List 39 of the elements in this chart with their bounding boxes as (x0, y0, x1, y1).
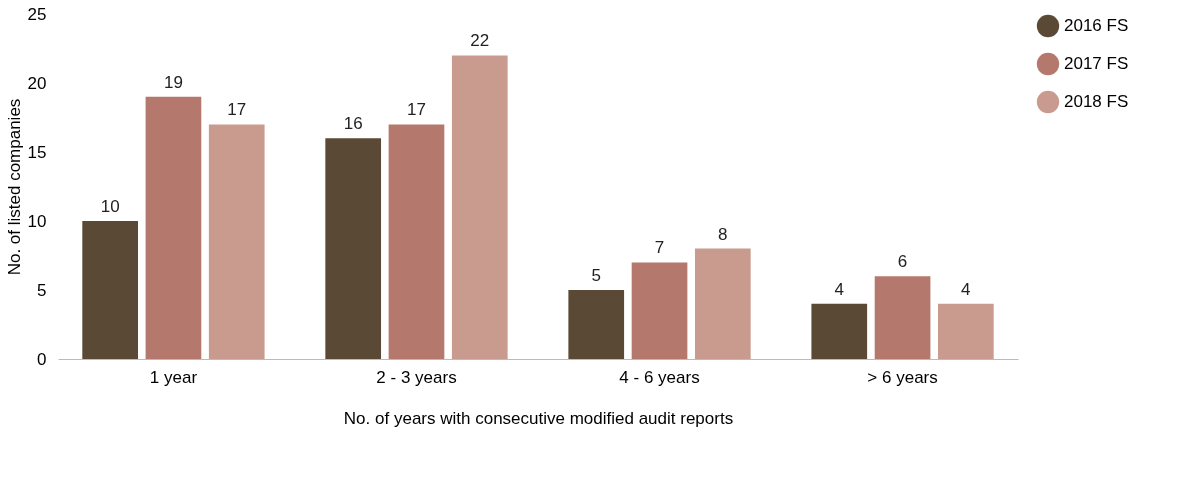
bar (325, 138, 382, 359)
y-tick-label: 0 (37, 349, 47, 369)
data-label: 7 (654, 238, 665, 258)
bar (208, 124, 265, 359)
bar (451, 55, 508, 359)
data-label: 4 (961, 279, 971, 299)
data-label: 5 (591, 266, 601, 285)
bar (388, 124, 445, 359)
data-label: 16 (343, 114, 363, 134)
x-tick-label: 1 year (149, 367, 198, 387)
data-label: 8 (718, 224, 728, 244)
bar (82, 221, 138, 359)
data-label: 6 (897, 252, 908, 272)
data-label: 17 (227, 100, 247, 120)
legend-label: 2017 FS (1064, 54, 1129, 73)
bar (694, 248, 751, 359)
y-tick-label: 20 (27, 73, 47, 93)
bar (568, 290, 625, 359)
data-label: 17 (407, 100, 426, 120)
x-tick-label: 2 - 3 years (376, 367, 457, 387)
y-tick-label: 10 (27, 211, 47, 231)
legend-label: 2018 FS (1064, 92, 1129, 111)
x-axis-title: No. of years with consecutive modified audit reports (343, 408, 734, 428)
data-label: 22 (470, 31, 490, 51)
y-tick-label: 5 (37, 280, 47, 300)
bar (874, 276, 931, 359)
x-tick-label: > 6 years (867, 367, 938, 387)
data-label: 19 (163, 72, 183, 92)
bar (631, 262, 688, 359)
data-label: 4 (834, 279, 844, 299)
bar (145, 96, 202, 359)
y-tick-label: 15 (27, 142, 47, 162)
y-axis-title: No. of listed companies (4, 98, 24, 276)
legend-label: 2016 FS (1064, 16, 1129, 35)
x-tick-label: 4 - 6 years (619, 367, 700, 387)
bar (811, 303, 868, 359)
y-tick-label: 25 (27, 4, 47, 24)
data-label: 10 (100, 197, 120, 216)
bar (938, 303, 994, 359)
